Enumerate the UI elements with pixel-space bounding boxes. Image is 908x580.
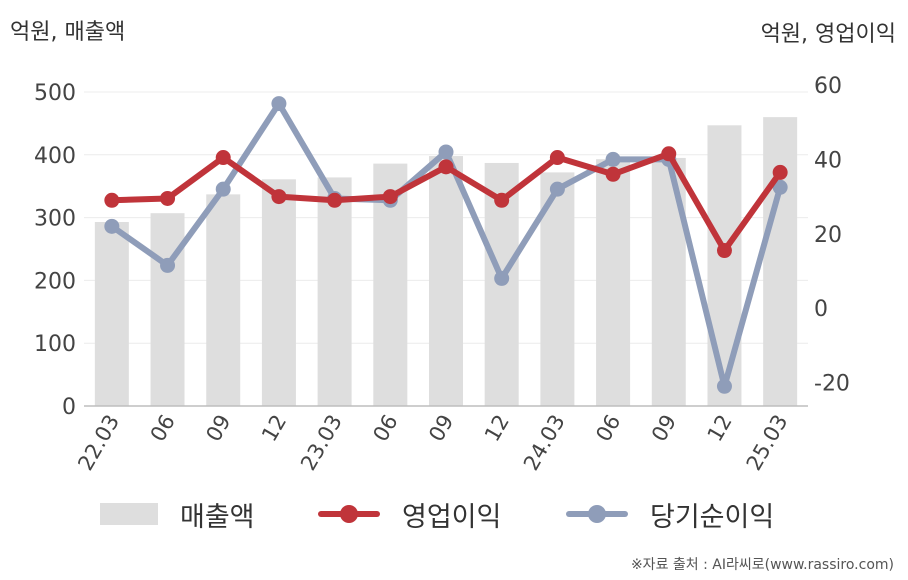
y-left-tick-label: 400: [34, 144, 76, 169]
point-net: [104, 218, 120, 234]
x-tick-label: 09: [647, 411, 681, 446]
point-operating: [104, 192, 120, 208]
x-tick-label: 12: [703, 411, 737, 446]
bar-sales: [763, 117, 798, 407]
point-net: [605, 151, 621, 167]
y-left-tick-label: 100: [34, 332, 76, 357]
point-operating: [716, 243, 732, 259]
y-right-tick-label: -20: [814, 372, 850, 397]
y-right-tick-label: 60: [814, 74, 842, 99]
bar-sales: [261, 179, 296, 406]
point-operating: [438, 159, 454, 175]
y-left-tick-label: 200: [34, 269, 76, 294]
legend-label-operating: 영업이익: [402, 501, 502, 533]
point-net: [772, 179, 788, 195]
bar-sales: [317, 177, 352, 406]
point-net: [215, 181, 231, 197]
y-left-tick-label: 0: [62, 395, 76, 420]
point-net: [549, 181, 565, 197]
x-tick-label: 12: [480, 411, 514, 446]
legend-label-sales: 매출액: [180, 501, 255, 533]
point-net: [494, 270, 510, 286]
legend-item-operating: 영업이익: [318, 492, 501, 536]
bar-sales: [707, 125, 742, 406]
x-tick-label: 09: [424, 411, 458, 446]
x-tick-label: 06: [146, 411, 180, 446]
bar-sales: [596, 159, 631, 406]
x-tick-label: 06: [591, 411, 625, 446]
legend-swatch-sales: [100, 503, 158, 525]
point-net: [271, 96, 287, 112]
legend-label-net: 당기순이익: [650, 501, 775, 533]
x-tick-label: 12: [257, 411, 291, 446]
legend: 매출액 영업이익 당기순이익: [100, 492, 800, 536]
point-net: [160, 257, 176, 273]
left-axis-unit: 억원, 매출액: [10, 20, 126, 45]
legend-swatch-operating: [318, 503, 380, 525]
point-operating: [160, 190, 176, 206]
bar-sales: [651, 157, 686, 406]
point-operating: [215, 150, 231, 166]
x-tick-label: 23.03: [296, 411, 347, 475]
legend-item-sales: 매출액: [100, 492, 255, 536]
x-tick-label: 25.03: [742, 411, 793, 475]
x-tick-label: 22.03: [73, 411, 124, 475]
point-operating: [772, 164, 788, 180]
bar-sales: [94, 221, 129, 406]
point-operating: [271, 189, 287, 205]
x-tick-label: 24.03: [519, 411, 570, 475]
x-tick-label: 06: [368, 411, 402, 446]
bar-sales: [206, 194, 241, 406]
point-operating: [494, 192, 510, 208]
point-net: [438, 144, 454, 160]
source-note: ※자료 출처 : AI라씨로(www.rassiro.com): [630, 557, 894, 573]
y-right-tick-label: 0: [814, 297, 828, 322]
point-operating: [549, 150, 565, 166]
y-left-tick-label: 500: [34, 81, 76, 106]
y-left-tick-label: 300: [34, 207, 76, 232]
point-net: [716, 378, 732, 394]
bar-sales: [429, 156, 463, 406]
point-operating: [327, 192, 343, 208]
legend-swatch-net: [566, 503, 628, 525]
point-operating: [661, 146, 677, 162]
y-right-tick-label: 20: [814, 223, 842, 248]
legend-item-net: 당기순이익: [566, 492, 774, 536]
right-axis-unit: 억원, 영업이익: [760, 22, 896, 47]
x-tick-label: 09: [201, 411, 235, 446]
y-right-tick-label: 40: [814, 148, 842, 173]
point-operating: [605, 166, 621, 182]
point-operating: [382, 189, 398, 205]
bar-sales: [150, 213, 185, 406]
